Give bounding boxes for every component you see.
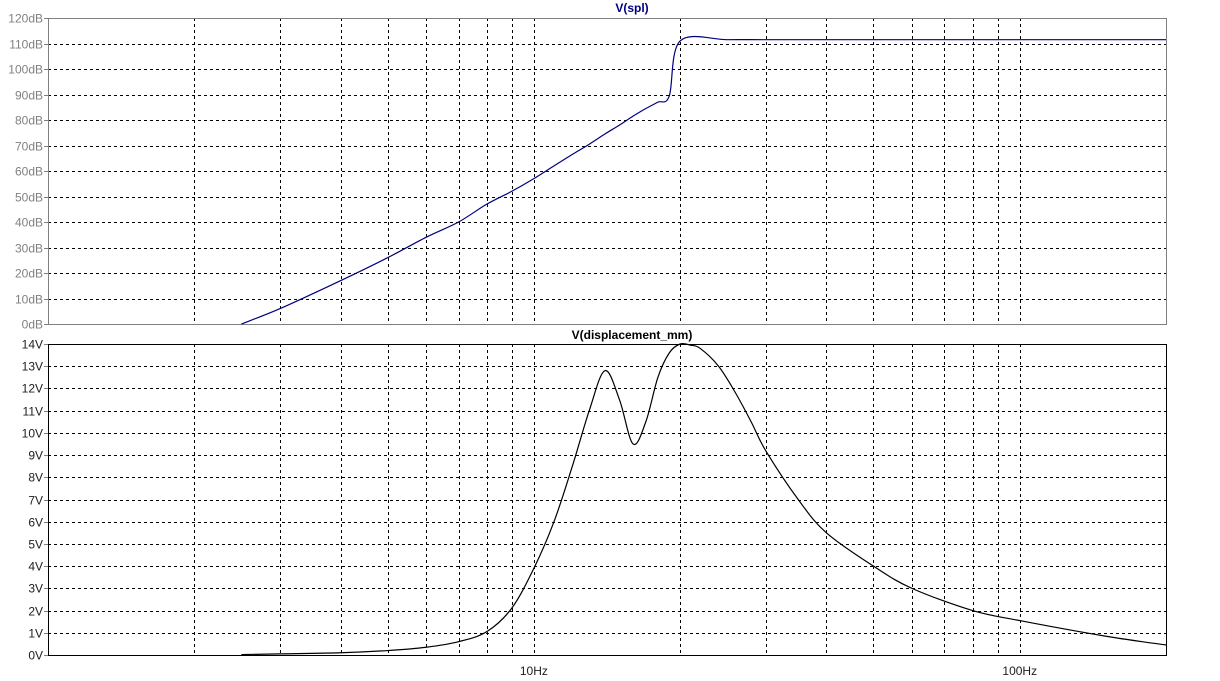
pane-title[interactable]: V(displacement_mm) (572, 328, 693, 342)
x-tick-label: 10Hz (520, 664, 548, 678)
y-tick-label: 10dB (15, 293, 43, 307)
y-tick-label: 2V (28, 605, 43, 619)
displacement-pane[interactable]: 0V 1V 2V 3V 4V 5V 6V 7V 8V 9V 10V 11V 12V 13V 14V 10Hz 1… (22, 328, 1167, 678)
y-tick-label: 14V (22, 338, 43, 352)
y-tick-label: 70dB (15, 140, 43, 154)
y-tick-label: 6V (28, 516, 43, 530)
y-tick-label: 5V (28, 538, 43, 552)
y-tick-label: 50dB (15, 191, 43, 205)
y-tick-label: 8V (28, 471, 43, 485)
plot-frame (48, 344, 1167, 656)
y-tick-label: 120dB (8, 12, 43, 26)
y-tick-label: 7V (28, 494, 43, 508)
y-tick-label: 20dB (15, 267, 43, 281)
y-tick-label: 30dB (15, 242, 43, 256)
y-tick-label: 10V (22, 427, 43, 441)
pane-title[interactable]: V(spl) (615, 1, 648, 15)
plot-frame (48, 18, 1167, 325)
y-tick-label: 11V (23, 405, 43, 419)
series-line-spl[interactable] (241, 35, 1166, 325)
y-tick-label: 13V (22, 360, 43, 374)
y-tick-label: 9V (28, 449, 43, 463)
y-tick-label: 12V (22, 382, 43, 396)
y-tick-label: 3V (28, 582, 43, 596)
y-tick-label: 4V (28, 560, 43, 574)
y-tick-label: 110dB (9, 38, 43, 52)
y-tick-label: 0dB (22, 318, 43, 332)
y-tick-label: 90dB (15, 89, 43, 103)
y-tick-label: 1V (28, 627, 43, 641)
y-tick-label: 100dB (8, 63, 43, 77)
y-tick-label: 40dB (15, 216, 43, 230)
spl-pane[interactable]: 0dB 10dB 20dB 30dB 40dB 50dB 60dB 70dB 80dB 90dB 1… (8, 1, 1167, 332)
x-tick-label: 100Hz (1002, 664, 1037, 678)
y-tick-label: 60dB (15, 165, 43, 179)
y-tick-label: 80dB (15, 114, 43, 128)
y-tick-label: 0V (28, 649, 43, 663)
series-line-displacement[interactable] (241, 342, 1167, 656)
